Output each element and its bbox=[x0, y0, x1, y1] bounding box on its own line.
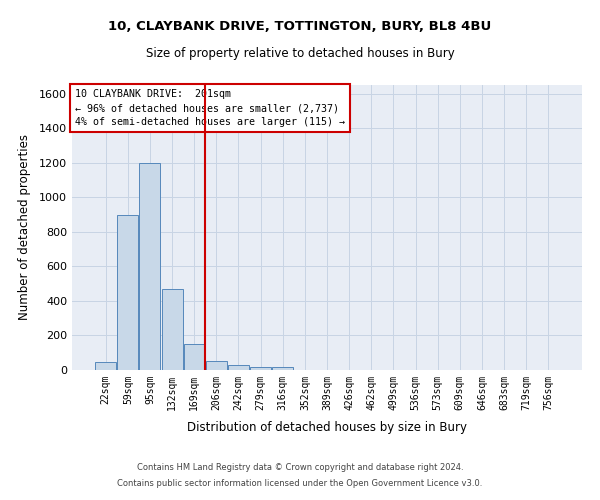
Bar bbox=[161, 289, 182, 370]
Text: Contains public sector information licensed under the Open Government Licence v3: Contains public sector information licen… bbox=[118, 478, 482, 488]
Text: Contains HM Land Registry data © Crown copyright and database right 2024.: Contains HM Land Registry data © Crown c… bbox=[137, 464, 463, 472]
Bar bbox=[206, 360, 227, 370]
Bar bbox=[95, 362, 116, 370]
Y-axis label: Number of detached properties: Number of detached properties bbox=[17, 134, 31, 320]
Bar bbox=[272, 366, 293, 370]
Bar bbox=[184, 344, 205, 370]
Text: Size of property relative to detached houses in Bury: Size of property relative to detached ho… bbox=[146, 48, 454, 60]
Bar bbox=[139, 162, 160, 370]
X-axis label: Distribution of detached houses by size in Bury: Distribution of detached houses by size … bbox=[187, 421, 467, 434]
Text: 10 CLAYBANK DRIVE:  201sqm
← 96% of detached houses are smaller (2,737)
4% of se: 10 CLAYBANK DRIVE: 201sqm ← 96% of detac… bbox=[74, 90, 344, 128]
Bar bbox=[228, 365, 249, 370]
Bar bbox=[250, 366, 271, 370]
Text: 10, CLAYBANK DRIVE, TOTTINGTON, BURY, BL8 4BU: 10, CLAYBANK DRIVE, TOTTINGTON, BURY, BL… bbox=[109, 20, 491, 33]
Bar bbox=[118, 214, 139, 370]
